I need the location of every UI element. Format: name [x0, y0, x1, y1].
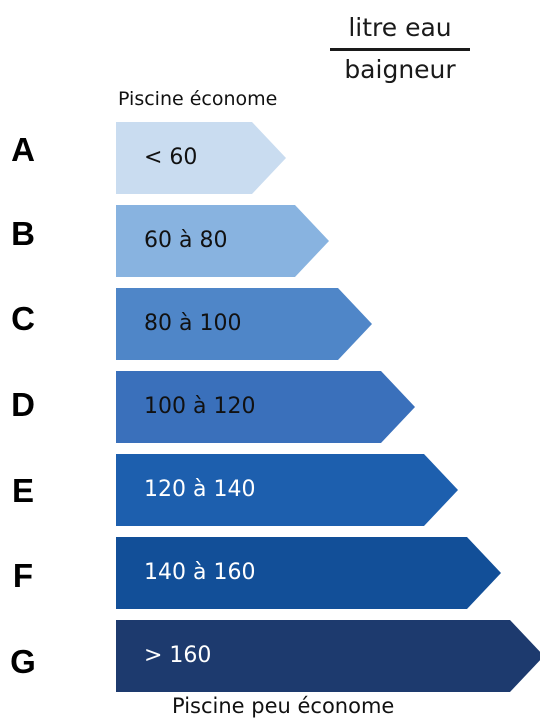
- class-f-range-label: 140 à 160: [144, 560, 256, 585]
- class-b-letter: B: [11, 215, 35, 252]
- class-a-arrow-fill: [116, 122, 286, 194]
- class-c-arrow-shape: [116, 288, 372, 360]
- class-f-letter: F: [12, 557, 34, 594]
- class-a-letter: A: [11, 131, 35, 168]
- unit-label: litre eau baigneur: [330, 12, 470, 85]
- class-d-arrow-shape: [116, 371, 415, 443]
- class-g-range-label: > 160: [144, 643, 212, 668]
- class-c-bar: 80 à 100: [116, 288, 372, 360]
- class-c-range-label: 80 à 100: [144, 311, 242, 336]
- class-e-arrow-fill: [116, 454, 458, 526]
- class-e-arrow-shape: [116, 454, 458, 526]
- bottom-caption: Piscine peu économe: [172, 694, 395, 718]
- fraction-line: [330, 48, 470, 51]
- class-b-arrow-fill: [116, 205, 329, 277]
- class-f-bar: 140 à 160: [116, 537, 501, 609]
- class-b-bar: 60 à 80: [116, 205, 329, 277]
- class-a-range-label: < 60: [144, 145, 198, 170]
- class-b-arrow-shape: [116, 205, 329, 277]
- unit-numerator: litre eau: [348, 13, 452, 42]
- class-f-arrow-shape: [116, 537, 501, 609]
- class-e-bar: 120 à 140: [116, 454, 458, 526]
- class-g-letter: G: [10, 643, 36, 680]
- class-c-arrow-fill: [116, 288, 372, 360]
- class-e-range-label: 120 à 140: [144, 477, 256, 502]
- class-b-range-label: 60 à 80: [144, 228, 228, 253]
- class-d-bar: 100 à 120: [116, 371, 415, 443]
- class-d-arrow-fill: [116, 371, 415, 443]
- unit-denominator: baigneur: [344, 55, 456, 84]
- class-c-letter: C: [11, 300, 35, 337]
- class-d-range-label: 100 à 120: [144, 394, 256, 419]
- class-a-bar: < 60: [116, 122, 286, 194]
- class-g-arrow-fill: [116, 620, 540, 692]
- class-d-letter: D: [11, 386, 35, 423]
- top-caption: Piscine économe: [118, 88, 278, 110]
- class-g-bar: > 160: [116, 620, 540, 692]
- class-g-arrow-shape: [116, 620, 540, 692]
- class-e-letter: E: [11, 472, 34, 509]
- class-a-arrow-shape: [116, 122, 286, 194]
- class-f-arrow-fill: [116, 537, 501, 609]
